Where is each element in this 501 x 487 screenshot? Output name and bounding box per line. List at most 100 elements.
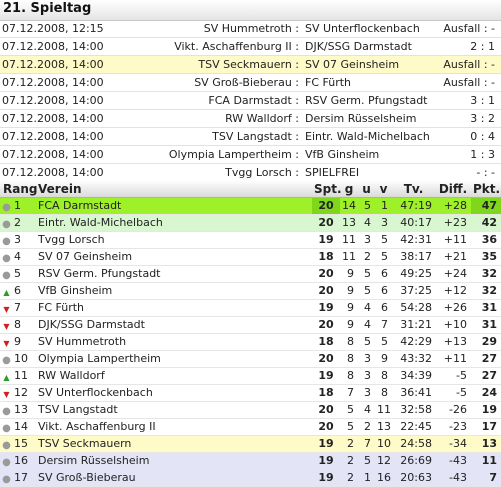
goals-ratio: 34:39 — [392, 367, 435, 385]
trend-same-icon: ● — [2, 423, 11, 434]
goal-difference: -43 — [435, 452, 471, 470]
match-row: 07.12.2008, 14:00 TSV Seckmauern : SV 07 G… — [0, 55, 501, 74]
match-row: 07.12.2008, 14:00 Vikt. Aschaffenburg II … — [0, 38, 501, 56]
team-name[interactable]: SV 07 Geinsheim — [36, 248, 312, 266]
match-date: 07.12.2008, 14:00 — [2, 148, 104, 161]
team-name[interactable]: TSV Seckmauern — [36, 435, 312, 453]
trend-same-icon: ● — [2, 219, 11, 230]
rank-cell: ● 4 — [0, 248, 36, 266]
round-title: 21. Spieltag — [3, 1, 92, 16]
wins-count: 9 — [340, 265, 358, 283]
team-name[interactable]: SV Hummetroth — [36, 333, 312, 351]
team-name[interactable]: Dersim Rüsselsheim — [36, 452, 312, 470]
match-home-team: SV Groß-Bieberau : — [194, 76, 299, 89]
goals-ratio: 24:58 — [392, 435, 435, 453]
goals-ratio: 32:58 — [392, 401, 435, 419]
points-count: 32 — [471, 265, 501, 283]
match-result: Ausfall : - — [443, 58, 495, 71]
draws-count: 3 — [358, 367, 375, 385]
rank-cell: ● 10 — [0, 350, 36, 368]
match-home-team: Olympia Lampertheim : — [168, 148, 299, 161]
team-name[interactable]: Eintr. Wald-Michelbach — [36, 214, 312, 232]
trend-same-icon: ● — [2, 270, 11, 281]
match-home-team: RW Walldorf : — [225, 112, 299, 125]
goals-ratio: 47:19 — [392, 197, 435, 215]
rank-cell: ● 1 — [0, 197, 36, 215]
rank-number: 8 — [14, 318, 21, 331]
match-away-team: SV 07 Geinsheim — [305, 58, 400, 71]
rank-number: 9 — [14, 335, 21, 348]
draws-count: 5 — [358, 282, 375, 300]
wins-count: 11 — [340, 248, 358, 266]
rank-number: 11 — [14, 369, 28, 382]
losses-count: 11 — [375, 401, 392, 419]
trend-down-icon: ▼ — [3, 390, 10, 399]
team-name[interactable]: SV Unterflockenbach — [36, 384, 312, 402]
team-name[interactable]: Vikt. Aschaffenburg II — [36, 418, 312, 436]
trend-same-icon: ● — [2, 406, 11, 417]
points-count: 17 — [471, 418, 501, 436]
column-header-rang[interactable]: Rang — [0, 180, 37, 198]
match-away-team: Dersim Rüsselsheim — [305, 112, 417, 125]
trend-same-icon: ● — [2, 236, 11, 247]
team-name[interactable]: SV Groß-Bieberau — [36, 469, 312, 487]
team-name[interactable]: VfB Ginsheim — [36, 282, 312, 300]
column-header-v[interactable]: v — [375, 180, 392, 198]
draws-count: 4 — [358, 214, 375, 232]
losses-count: 10 — [375, 435, 392, 453]
draws-count: 3 — [358, 350, 375, 368]
team-name[interactable]: RSV Germ. Pfungstadt — [36, 265, 312, 283]
column-header-spt[interactable]: Spt. — [312, 180, 342, 198]
goal-difference: +23 — [435, 214, 471, 232]
column-header-verein[interactable]: Verein — [36, 180, 312, 198]
team-name[interactable]: FCA Darmstadt — [36, 197, 312, 215]
match-result: 3 : 2 — [470, 112, 495, 125]
rank-cell: ● 13 — [0, 401, 36, 419]
match-row: 07.12.2008, 14:00 RW Walldorf : Dersim Rüs… — [0, 110, 501, 128]
standings-row: ● 1 FCA Darmstadt 20 14 5 1 47:19 +28 47 — [0, 197, 501, 215]
column-header-tv[interactable]: Tv. — [392, 180, 435, 198]
column-header-u[interactable]: u — [358, 180, 375, 198]
rank-number: 16 — [14, 454, 28, 467]
trend-same-icon: ● — [2, 457, 11, 468]
goals-ratio: 26:69 — [392, 452, 435, 470]
match-home-team: FCA Darmstadt : — [208, 94, 299, 107]
team-name[interactable]: DJK/SSG Darmstadt — [36, 316, 312, 334]
column-header-diff[interactable]: Diff. — [435, 180, 471, 198]
played-count: 20 — [312, 418, 340, 436]
rank-number: 12 — [14, 386, 28, 399]
team-name[interactable]: FC Fürth — [36, 299, 312, 317]
rank-cell: ▼ 12 — [0, 384, 36, 402]
rank-number: 13 — [14, 403, 28, 416]
match-away-team: SV Unterflockenbach — [305, 22, 420, 35]
column-header-pkt[interactable]: Pkt. — [471, 180, 501, 198]
standings-row: ▲ 11 RW Walldorf 19 8 3 8 34:39 -5 27 — [0, 367, 501, 385]
match-row: 07.12.2008, 14:00 Tvgg Lorsch : SPIELFREI -… — [0, 164, 501, 182]
losses-count: 5 — [375, 248, 392, 266]
losses-count: 7 — [375, 316, 392, 334]
match-home-team: Vikt. Aschaffenburg II : — [174, 40, 299, 53]
team-name[interactable]: RW Walldorf — [36, 367, 312, 385]
team-name[interactable]: TSV Langstadt — [36, 401, 312, 419]
match-date: 07.12.2008, 14:00 — [2, 94, 104, 107]
losses-count: 6 — [375, 299, 392, 317]
points-count: 32 — [471, 282, 501, 300]
match-separator: : — [291, 76, 299, 89]
standings-row: ▼ 7 FC Fürth 19 9 4 6 54:28 +26 31 — [0, 299, 501, 317]
rank-number: 2 — [14, 216, 21, 229]
team-name[interactable]: Tvgg Lorsch — [36, 231, 312, 249]
match-result: - : - — [476, 166, 495, 179]
column-header-g[interactable]: g — [340, 180, 358, 198]
goal-difference: +12 — [435, 282, 471, 300]
losses-count: 1 — [375, 197, 392, 215]
losses-count: 5 — [375, 333, 392, 351]
draws-count: 2 — [358, 418, 375, 436]
match-row: 07.12.2008, 14:00 TSV Langstadt : Eintr. W… — [0, 128, 501, 146]
team-name[interactable]: Olympia Lampertheim — [36, 350, 312, 368]
goal-difference: -5 — [435, 384, 471, 402]
goals-ratio: 49:25 — [392, 265, 435, 283]
rank-number: 6 — [14, 284, 21, 297]
standings-row: ▼ 12 SV Unterflockenbach 18 7 3 8 36:41 -5 24 — [0, 384, 501, 402]
standings-row: ● 5 RSV Germ. Pfungstadt 20 9 5 6 49:25 +24 32 — [0, 265, 501, 283]
points-count: 11 — [471, 452, 501, 470]
